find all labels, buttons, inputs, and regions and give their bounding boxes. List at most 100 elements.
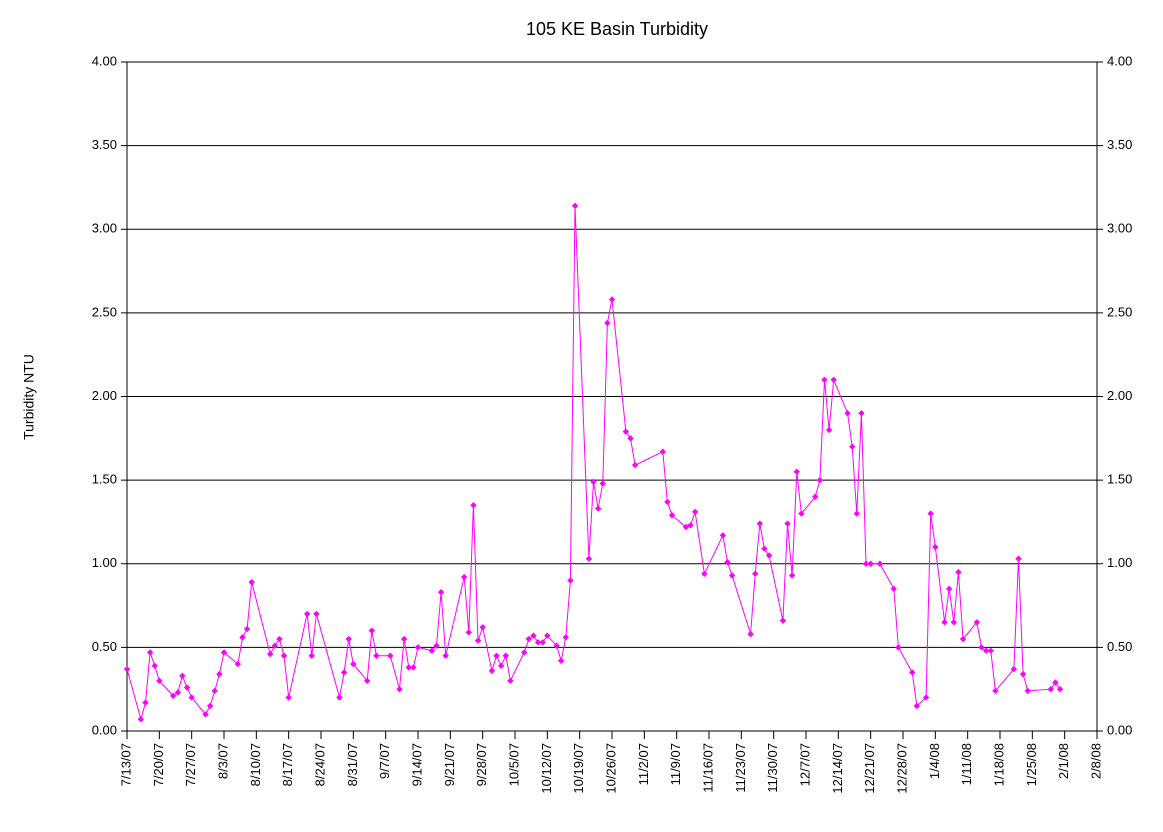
y-tick-label: 3.00 — [92, 221, 117, 236]
x-tick-label: 2/1/08 — [1056, 743, 1071, 779]
data-point — [793, 468, 800, 475]
data-point — [959, 635, 967, 643]
x-tick-label: 9/21/07 — [442, 743, 457, 786]
data-point — [608, 296, 616, 303]
data-point — [271, 642, 279, 649]
data-point — [932, 543, 939, 551]
data-point — [927, 510, 934, 517]
data-point — [336, 694, 343, 701]
data-point — [142, 699, 149, 706]
data-point — [668, 512, 676, 519]
y2-tick-label: 3.00 — [1107, 221, 1132, 236]
y-tick-label: 4.00 — [92, 53, 117, 68]
data-point — [816, 476, 824, 484]
data-point — [442, 652, 449, 659]
x-tick-label: 2/8/08 — [1088, 743, 1103, 779]
data-point — [285, 694, 292, 701]
data-point — [982, 647, 990, 654]
data-point — [280, 652, 288, 659]
y-tick-label: 0.00 — [92, 722, 117, 737]
data-point — [992, 687, 999, 695]
data-point — [216, 670, 223, 678]
data-point — [553, 642, 560, 649]
data-point — [211, 687, 218, 695]
data-point — [544, 632, 551, 639]
x-tick-label: 12/7/07 — [797, 743, 812, 786]
data-point — [557, 657, 565, 664]
data-point — [234, 660, 242, 668]
data-point — [913, 702, 921, 710]
data-point — [437, 588, 445, 596]
y2-tick-label: 0.00 — [1107, 722, 1132, 737]
data-point — [220, 649, 228, 656]
y-tick-label: 0.50 — [92, 639, 117, 654]
data-point — [530, 632, 537, 639]
y2-tick-label: 2.00 — [1107, 388, 1132, 403]
x-tick-label: 8/31/07 — [345, 743, 360, 786]
data-point — [830, 376, 837, 383]
data-point — [973, 619, 981, 626]
data-point — [922, 694, 930, 701]
x-tick-label: 9/28/07 — [474, 743, 489, 786]
data-point — [460, 573, 468, 581]
data-point — [396, 685, 403, 693]
data-point — [571, 202, 579, 210]
data-point — [812, 493, 819, 501]
data-point — [682, 523, 690, 531]
data-point — [303, 610, 311, 618]
data-point — [266, 650, 274, 658]
x-tick-label: 9/14/07 — [409, 743, 424, 786]
y2-tick-label: 2.50 — [1107, 304, 1132, 319]
data-point — [169, 692, 177, 700]
data-point — [862, 560, 870, 567]
data-point — [622, 428, 630, 435]
y-tick-label: 2.00 — [92, 388, 117, 403]
y-tick-label: 2.50 — [92, 304, 117, 319]
data-point — [788, 572, 796, 579]
data-point — [308, 652, 315, 659]
data-point — [858, 410, 865, 417]
x-tick-label: 8/24/07 — [312, 743, 327, 786]
data-point — [414, 644, 422, 651]
data-point — [895, 644, 902, 651]
data-point — [202, 711, 209, 718]
x-tick-label: 7/27/07 — [183, 743, 198, 786]
data-point — [525, 635, 533, 643]
data-point — [387, 652, 394, 659]
x-tick-label: 11/2/07 — [636, 743, 651, 785]
data-point — [631, 461, 639, 469]
data-point — [594, 505, 602, 512]
x-tick-label: 7/20/07 — [151, 743, 166, 786]
x-tick-label: 1/18/08 — [991, 743, 1006, 786]
x-tick-label: 9/7/07 — [377, 743, 392, 779]
data-point — [978, 644, 985, 651]
data-point — [691, 508, 699, 516]
data-point — [627, 435, 634, 442]
data-point — [188, 694, 195, 701]
data-point — [719, 532, 727, 539]
y-tick-label: 1.00 — [92, 555, 117, 570]
data-point — [765, 552, 773, 559]
data-point — [728, 572, 736, 579]
data-point — [151, 662, 158, 669]
data-point — [987, 647, 994, 654]
data-point — [567, 577, 574, 584]
y2-tick-label: 1.50 — [1107, 472, 1132, 487]
data-point — [664, 498, 671, 506]
y2-tick-label: 0.50 — [1107, 639, 1132, 654]
x-tick-label: 8/17/07 — [280, 743, 295, 786]
data-point — [848, 443, 856, 450]
data-point — [521, 649, 528, 656]
x-tick-label: 10/5/07 — [506, 743, 521, 786]
data-point — [410, 664, 417, 671]
x-tick-label: 12/14/07 — [830, 743, 845, 794]
x-tick-label: 8/10/07 — [248, 743, 263, 786]
x-tick-label: 7/13/07 — [118, 743, 133, 786]
data-point — [465, 629, 473, 636]
data-point — [1056, 685, 1064, 693]
data-point — [248, 578, 255, 586]
data-point — [539, 639, 546, 646]
data-point — [470, 502, 477, 509]
